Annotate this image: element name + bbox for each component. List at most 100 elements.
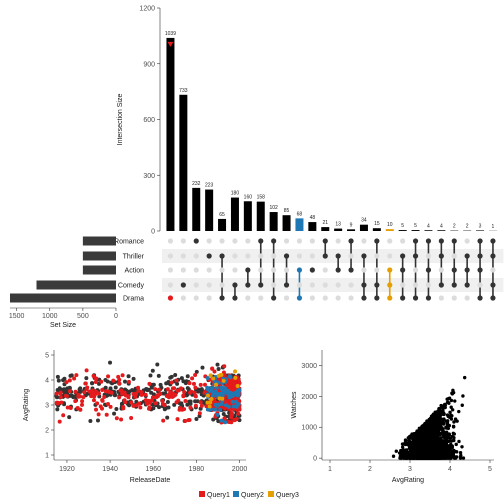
query1-point — [161, 418, 166, 423]
set-size-bar — [82, 236, 116, 246]
intersection-bar — [166, 37, 175, 232]
intersection-bar — [295, 218, 304, 231]
data-point — [446, 400, 450, 405]
matrix-dot-inactive — [451, 295, 457, 301]
data-point — [407, 441, 411, 446]
query-marker — [167, 41, 174, 47]
legend-swatch — [233, 491, 239, 497]
query1-point — [191, 381, 196, 386]
data-point — [432, 443, 436, 448]
data-point — [179, 376, 184, 381]
query1-point — [114, 416, 119, 421]
query1-point — [54, 391, 59, 396]
matrix-dot-active — [348, 238, 354, 244]
query3-point — [217, 396, 222, 401]
matrix-dot-inactive — [193, 282, 199, 288]
y-tick-label: 900 — [143, 61, 155, 68]
matrix-dot-active — [361, 282, 367, 288]
bar-value-label: 3 — [479, 223, 482, 229]
query1-point — [231, 378, 236, 383]
matrix-dot-active — [180, 282, 186, 288]
data-point — [444, 448, 448, 452]
data-point — [441, 450, 445, 454]
query1-point — [160, 398, 165, 403]
rating-watches-scatter: 1 2 3 4 5 0 1000 2000 3000 AvgRating Watches — [291, 350, 494, 484]
y-tick-label: 0 — [313, 456, 317, 463]
matrix-dot-active — [425, 295, 432, 301]
data-point — [411, 456, 415, 460]
bar-value-label: 13 — [335, 222, 341, 228]
matrix-dot-inactive — [245, 238, 251, 244]
data-point — [78, 389, 83, 394]
data-point — [412, 450, 417, 455]
data-point — [448, 436, 453, 440]
matrix-dot-active — [387, 295, 393, 301]
query1-point — [198, 382, 203, 387]
data-point — [95, 418, 100, 423]
intersection-bar — [243, 201, 252, 231]
data-point — [134, 399, 139, 404]
query1-point — [202, 382, 207, 387]
data-point — [417, 441, 421, 446]
query2-point — [227, 394, 232, 399]
bar-value-label: 2 — [453, 224, 456, 230]
data-point — [150, 368, 155, 373]
matrix-dot-active — [451, 282, 457, 288]
query3-point — [208, 400, 213, 405]
data-point — [399, 453, 403, 458]
query3-point — [233, 375, 238, 380]
data-point — [184, 393, 189, 398]
set-name-label: Thriller — [123, 254, 145, 261]
query1-point — [81, 395, 86, 400]
query1-point — [67, 389, 72, 394]
query2-point — [219, 418, 224, 423]
query1-point — [138, 405, 143, 410]
data-point — [108, 360, 113, 365]
data-point — [105, 392, 110, 397]
matrix-dot-inactive — [232, 238, 238, 244]
query2-point — [218, 407, 223, 412]
data-point — [402, 453, 406, 458]
data-point — [404, 456, 408, 460]
data-point — [166, 380, 171, 385]
intersection-bar — [269, 212, 278, 231]
query1-point — [156, 387, 161, 392]
query1-point — [210, 403, 215, 408]
query1-point — [111, 378, 116, 383]
bar-value-label: 223 — [205, 183, 214, 189]
query1-point — [137, 401, 142, 406]
query1-point — [143, 392, 148, 397]
set-name-label: Drama — [123, 296, 144, 303]
data-point — [185, 374, 190, 379]
data-point — [436, 409, 440, 413]
data-point — [156, 373, 161, 378]
data-point — [194, 417, 199, 422]
query2-point — [236, 389, 241, 394]
data-point — [423, 421, 427, 426]
matrix-dot-active — [425, 267, 432, 273]
bar-value-label: 102 — [269, 205, 278, 211]
matrix-dot-active — [309, 267, 315, 273]
matrix-dot-active — [477, 253, 483, 259]
data-point — [194, 369, 199, 374]
matrix-row-shade — [162, 249, 504, 263]
query1-point — [193, 403, 198, 408]
data-point — [144, 387, 149, 392]
intersection-bar — [308, 222, 317, 231]
matrix-dot-active — [283, 253, 290, 259]
data-point — [103, 402, 108, 407]
data-point — [460, 445, 464, 449]
data-point — [446, 426, 451, 431]
query1-point — [175, 388, 180, 393]
query1-point — [67, 378, 72, 383]
bar-value-label: 15 — [374, 221, 380, 227]
matrix-dot-active — [438, 253, 444, 259]
matrix-dot-inactive — [309, 253, 315, 259]
intersection-bar — [411, 230, 420, 231]
query1-point — [95, 401, 100, 406]
data-point — [415, 429, 419, 433]
query1-point — [147, 381, 152, 386]
query1-point — [85, 385, 90, 390]
query1-point — [72, 376, 77, 381]
